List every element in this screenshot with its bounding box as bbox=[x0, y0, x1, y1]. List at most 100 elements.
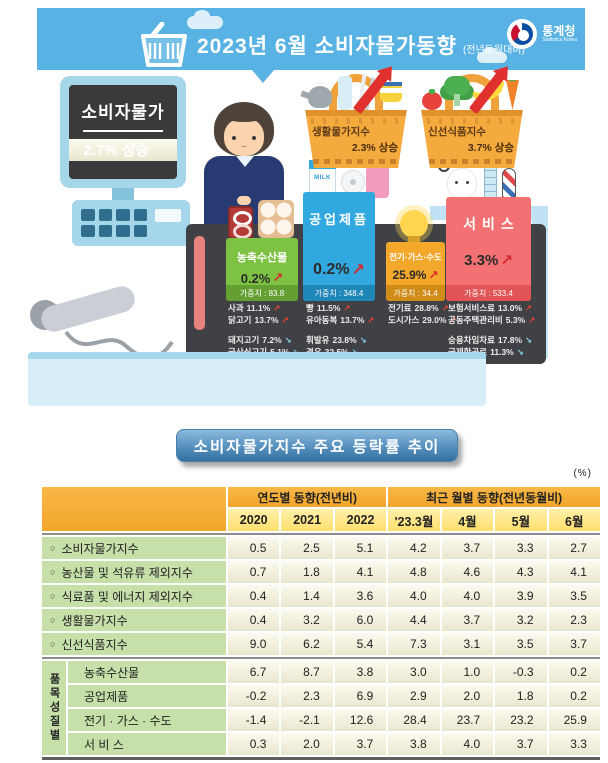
cashier-hands bbox=[237, 196, 251, 205]
table-col-header: 6월 bbox=[548, 509, 600, 531]
table-cell: 0.4 bbox=[228, 585, 280, 607]
group-label-cell: 품목성질별 bbox=[42, 661, 66, 755]
table-cell: -0.2 bbox=[228, 685, 280, 707]
table-cell: 1.0 bbox=[441, 661, 494, 683]
tooth-icon bbox=[447, 168, 477, 198]
table-row-label: 공업제품 bbox=[68, 685, 226, 707]
table-cell: 8.7 bbox=[281, 661, 333, 683]
cloud-icon bbox=[477, 47, 507, 63]
table-cell: 4.6 bbox=[441, 561, 494, 583]
up-arrow-icon: ↗ bbox=[273, 303, 281, 313]
up-arrow-icon: ↗ bbox=[367, 315, 375, 325]
bullet-icon: ○ bbox=[50, 591, 56, 601]
header-banner: 2023년 6월 소비자물가동향 (전년동월대비) 통계청 Statistics… bbox=[37, 8, 585, 70]
board-accent-bar bbox=[194, 236, 205, 330]
basket-fresh-food-index: 신선식품지수 3.7% 상승 bbox=[416, 71, 528, 168]
table-cell: 28.4 bbox=[388, 709, 440, 731]
category-box-agriculture: 농축수산물 0.2% ↗ 가중치 : 83.8 bbox=[226, 238, 298, 301]
banner-tail bbox=[252, 70, 274, 83]
category-weight: 가중치 : 83.8 bbox=[226, 285, 298, 301]
table-cell: 3.7 bbox=[334, 733, 387, 755]
down-arrow-icon: ↘ bbox=[359, 335, 367, 345]
table-cell: 1.8 bbox=[281, 561, 333, 583]
basket-handle bbox=[445, 74, 499, 122]
table-col-header: 2020 bbox=[228, 509, 280, 531]
category-weight: 가중치 : 533.4 bbox=[446, 285, 531, 301]
table-row-label: 서 비 스 bbox=[68, 733, 226, 755]
up-arrow-icon: ↗ bbox=[528, 315, 536, 325]
cpi-headline-sign: 소비자물가 2.7% 상승 bbox=[60, 76, 186, 188]
egg-tray-icon bbox=[258, 200, 294, 238]
bullet-icon: ○ bbox=[50, 567, 56, 577]
table-cell: 3.9 bbox=[495, 585, 547, 607]
basket-handle bbox=[329, 74, 383, 122]
up-arrow-icon: ↗ bbox=[281, 315, 289, 325]
table-cell: 4.1 bbox=[548, 561, 600, 583]
broccoli-icon bbox=[444, 76, 470, 106]
table-cell: 4.8 bbox=[388, 561, 440, 583]
table-cell: 25.9 bbox=[548, 709, 600, 731]
page-title: 2023년 6월 소비자물가동향 (전년동월대비) bbox=[197, 30, 525, 60]
table-cell: 6.9 bbox=[334, 685, 387, 707]
basket-icon bbox=[141, 22, 187, 67]
table-cell: 2.3 bbox=[548, 609, 600, 631]
category-box-services: 서비스 3.3% ↗ 가중치 : 533.4 bbox=[446, 197, 531, 301]
kostat-emblem-icon bbox=[507, 19, 538, 49]
table-cell: 3.7 bbox=[441, 609, 494, 631]
table-cell: 23.7 bbox=[441, 709, 494, 731]
checkout-counter bbox=[28, 352, 486, 406]
bullet-icon: ○ bbox=[50, 615, 56, 625]
table-cell: 12.6 bbox=[334, 709, 387, 731]
table-cell: 3.1 bbox=[441, 633, 494, 655]
table-row-label: 농축수산물 bbox=[68, 661, 226, 683]
up-arrow-icon: ↗ bbox=[428, 268, 439, 282]
table-col-header: 2021 bbox=[281, 509, 333, 531]
table-cell: -2.1 bbox=[281, 709, 333, 731]
category-box-industrial: 공업제품 0.2% ↗ 가중치 : 348.4 bbox=[303, 192, 375, 301]
toilet-paper-icon bbox=[341, 170, 365, 194]
table-cell: 3.5 bbox=[548, 585, 600, 607]
monitor-stand bbox=[112, 188, 134, 202]
table-cell: 3.7 bbox=[548, 633, 600, 655]
basket-value: 3.7% 상승 bbox=[467, 142, 514, 154]
table-cell: 1.8 bbox=[495, 685, 547, 707]
table-cell: 3.7 bbox=[495, 733, 547, 755]
table-cell: -1.4 bbox=[228, 709, 280, 731]
down-arrow-icon: ↘ bbox=[516, 347, 524, 357]
table-col-header: '23.3월 bbox=[388, 509, 440, 531]
kostat-logo: 통계청 Statistics Korea bbox=[507, 19, 577, 49]
bullet-icon: ○ bbox=[50, 543, 56, 553]
up-arrow-icon: ↗ bbox=[441, 303, 449, 313]
table-separator bbox=[42, 533, 600, 535]
table-cell: 3.2 bbox=[281, 609, 333, 631]
cashier-collar bbox=[236, 156, 254, 167]
table-cell: 4.4 bbox=[388, 609, 440, 631]
basket-body bbox=[305, 110, 407, 168]
headline-label: 소비자물가 bbox=[81, 103, 165, 122]
agency-name: 통계청 bbox=[542, 23, 576, 38]
down-arrow-icon: ↘ bbox=[284, 335, 292, 345]
table-cell: 2.0 bbox=[441, 685, 494, 707]
table-col-header: 2022 bbox=[334, 509, 387, 531]
down-arrow-icon: ↘ bbox=[525, 335, 533, 345]
table-cell: 6.0 bbox=[334, 609, 387, 631]
cashier-eye bbox=[232, 136, 236, 140]
table-cell: 0.4 bbox=[228, 609, 280, 631]
table-row-label: ○ 식료품 및 에너지 제외지수 bbox=[42, 585, 226, 607]
page-title-suffix: (전년동월대비) bbox=[462, 45, 525, 56]
cash-register bbox=[72, 200, 190, 246]
table-title: 소비자물가지수 주요 등락률 추이 bbox=[176, 429, 458, 462]
table-cell: 4.0 bbox=[388, 585, 440, 607]
table-row-label: ○ 생활물가지수 bbox=[42, 609, 226, 631]
table-row-label: 전기 · 가스 · 수도 bbox=[68, 709, 226, 731]
cashier-mouth bbox=[241, 144, 247, 147]
carrot-icon bbox=[506, 80, 519, 110]
table-cell: 3.3 bbox=[495, 537, 547, 559]
table-cell: 6.2 bbox=[281, 633, 333, 655]
table-cell: 3.8 bbox=[388, 733, 440, 755]
table-row-label: ○ 소비자물가지수 bbox=[42, 537, 226, 559]
table-cell: 2.3 bbox=[281, 685, 333, 707]
